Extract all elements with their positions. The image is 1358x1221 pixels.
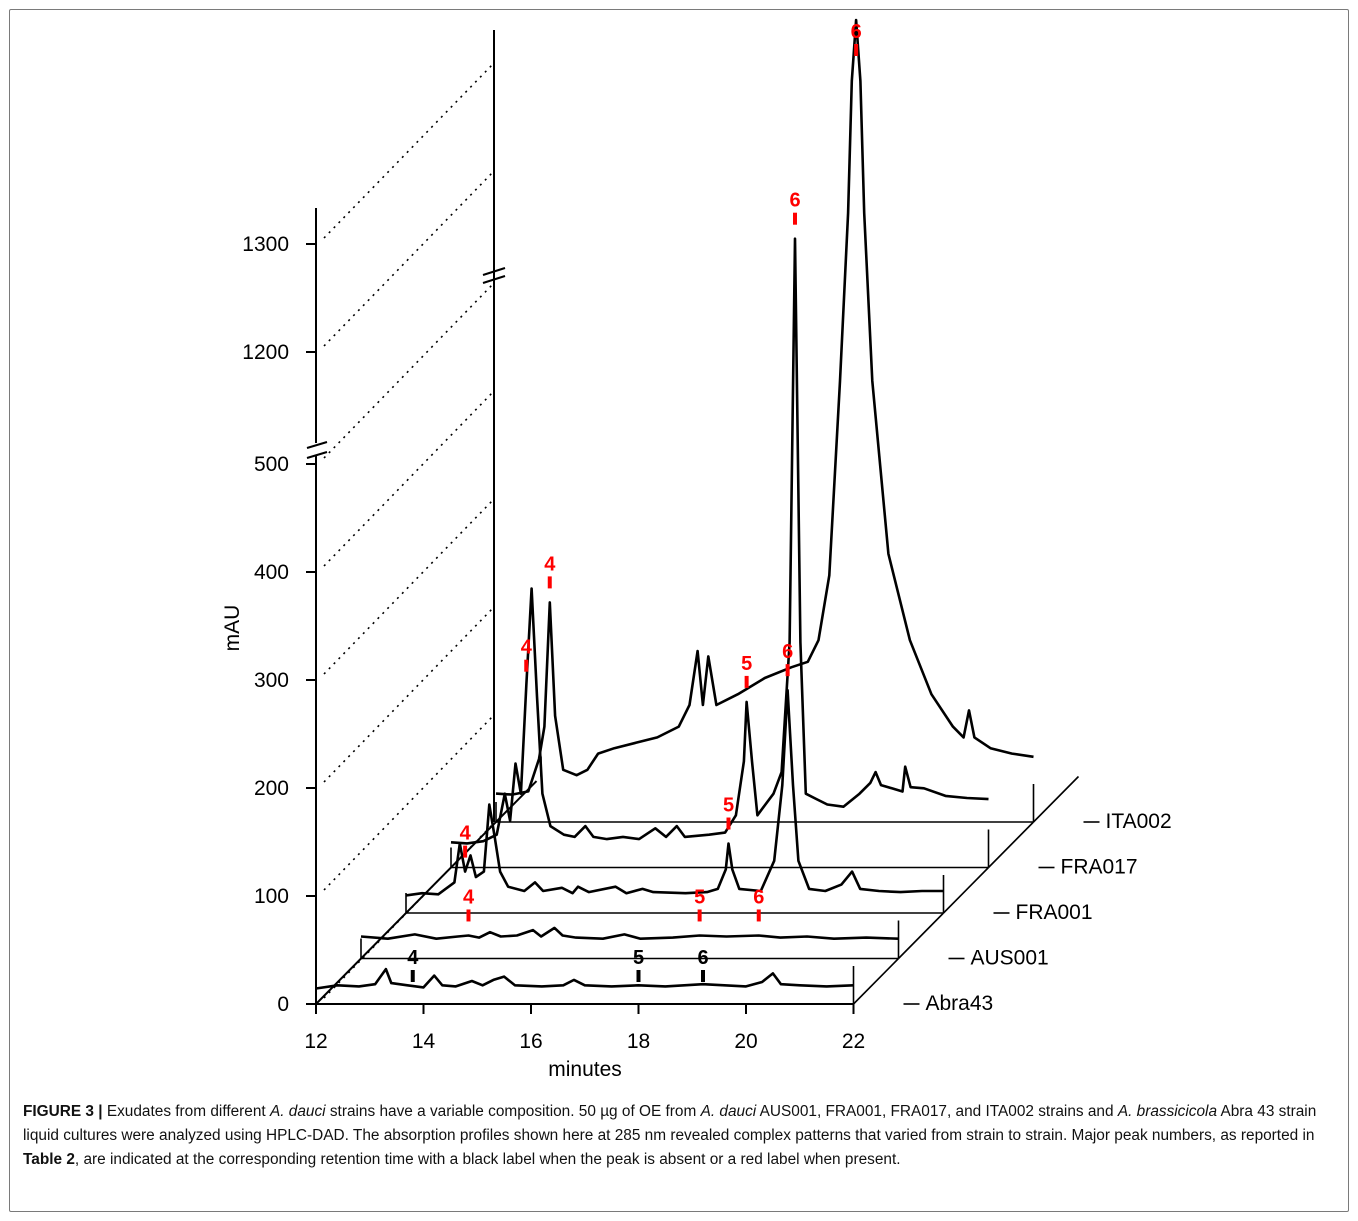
chromatogram-chart: 0 100 200 300 400 500 1200 1300 mAU 12 14 16 18 20 22 m… bbox=[221, 18, 1172, 1081]
trace-fra017 bbox=[450, 237, 989, 845]
figure-caption: FIGURE 3 | Exudates from different A. da… bbox=[23, 1100, 1335, 1172]
caption-table-ref: Table 2 bbox=[23, 1151, 75, 1168]
layer-right-diagonal bbox=[987, 821, 1035, 869]
peak-label: 6 bbox=[697, 947, 708, 969]
caption-figure-label: FIGURE 3 | bbox=[23, 1103, 103, 1120]
figure-frame bbox=[9, 9, 1349, 1212]
x-tick-label: 20 bbox=[734, 1030, 757, 1053]
trace-abra43 bbox=[315, 967, 854, 990]
depth-guide-line bbox=[323, 170, 495, 347]
y-tick-label: 400 bbox=[254, 561, 289, 584]
series-label-ita002: ITA002 bbox=[1106, 810, 1172, 833]
x-tick-label: 16 bbox=[519, 1030, 542, 1053]
x-axis-title: minutes bbox=[548, 1058, 622, 1081]
back-wall-break-mark-1 bbox=[482, 267, 506, 276]
layer-right-diagonal bbox=[852, 957, 900, 1005]
peak-label: 4 bbox=[521, 637, 533, 659]
series-label-abra43: Abra43 bbox=[926, 992, 994, 1015]
layer-right-diagonal bbox=[942, 866, 990, 914]
caption-species-3: A. brassicicola bbox=[1117, 1103, 1218, 1120]
peak-label: 6 bbox=[782, 641, 793, 663]
series-label-fra001: FRA001 bbox=[1016, 901, 1093, 924]
depth-guide-line bbox=[323, 390, 495, 567]
y-axis-break-mark-2 bbox=[306, 441, 328, 449]
peak-label: 5 bbox=[741, 653, 752, 675]
caption-text-3: AUS001, FRA001, FRA017, and ITA002 strai… bbox=[756, 1103, 1118, 1120]
y-tick-label: 500 bbox=[254, 453, 289, 476]
caption-text-4: Abra 43 strain liquid cultures were anal… bbox=[23, 1103, 1317, 1144]
caption-species-2: A. dauci bbox=[700, 1103, 757, 1120]
caption-text-2: strains have a variable composition. 50 … bbox=[325, 1103, 701, 1120]
x-tick-label: 12 bbox=[304, 1030, 327, 1053]
layer-right-diagonal bbox=[1032, 775, 1080, 823]
layer-right-diagonal bbox=[897, 912, 945, 960]
y-tick-label: 1300 bbox=[242, 233, 289, 256]
peak-label: 5 bbox=[723, 795, 734, 817]
peak-label: 5 bbox=[633, 947, 644, 969]
y-tick-label: 100 bbox=[254, 885, 289, 908]
back-wall-break-mark-2 bbox=[482, 275, 506, 284]
back-layer bbox=[315, 30, 1080, 1005]
caption-text-5: , are indicated at the corresponding ret… bbox=[74, 1151, 901, 1168]
peak-label: 4 bbox=[460, 823, 472, 845]
series-label-fra017: FRA017 bbox=[1061, 856, 1138, 879]
y-tick-label: 1200 bbox=[242, 341, 289, 364]
series-label-aus001: AUS001 bbox=[971, 947, 1049, 970]
peak-label: 6 bbox=[789, 190, 800, 212]
depth-guide-line bbox=[323, 606, 495, 783]
y-tick-label: 200 bbox=[254, 777, 289, 800]
depth-guide-line bbox=[323, 62, 495, 239]
y-tick-label: 0 bbox=[277, 993, 289, 1016]
depth-guide-line bbox=[323, 498, 495, 675]
peak-label: 4 bbox=[407, 947, 419, 969]
y-axis-break-mark-1 bbox=[306, 451, 328, 459]
x-tick-label: 14 bbox=[412, 1030, 436, 1053]
y-tick-label: 300 bbox=[254, 669, 289, 692]
chart-labels: Abra43 4 5 6 AUS001 4 5 6 FRA001 4 5 6 FRA017 4 5 6 ITA0… bbox=[407, 21, 1171, 1015]
trace-fra001 bbox=[405, 688, 944, 897]
y-axis-title: mAU bbox=[221, 605, 244, 652]
x-tick-label: 22 bbox=[842, 1030, 865, 1053]
trace-ita002 bbox=[495, 18, 1034, 796]
chart-traces bbox=[315, 18, 1034, 990]
caption-species-1: A. dauci bbox=[269, 1103, 326, 1120]
peak-label: 6 bbox=[753, 886, 764, 908]
x-tick-label: 18 bbox=[627, 1030, 650, 1053]
peak-label: 4 bbox=[463, 886, 475, 908]
depth-guide-line bbox=[323, 282, 495, 459]
trace-aus001 bbox=[360, 926, 899, 940]
chart-axes: 0 100 200 300 400 500 1200 1300 mAU 12 14 16 18 20 22 m… bbox=[221, 208, 865, 1081]
peak-label: 6 bbox=[851, 21, 862, 43]
peak-label: 5 bbox=[694, 886, 705, 908]
peak-label: 4 bbox=[544, 553, 556, 575]
depth-guide-line bbox=[323, 714, 495, 891]
caption-text-1: Exudates from different bbox=[102, 1103, 270, 1120]
